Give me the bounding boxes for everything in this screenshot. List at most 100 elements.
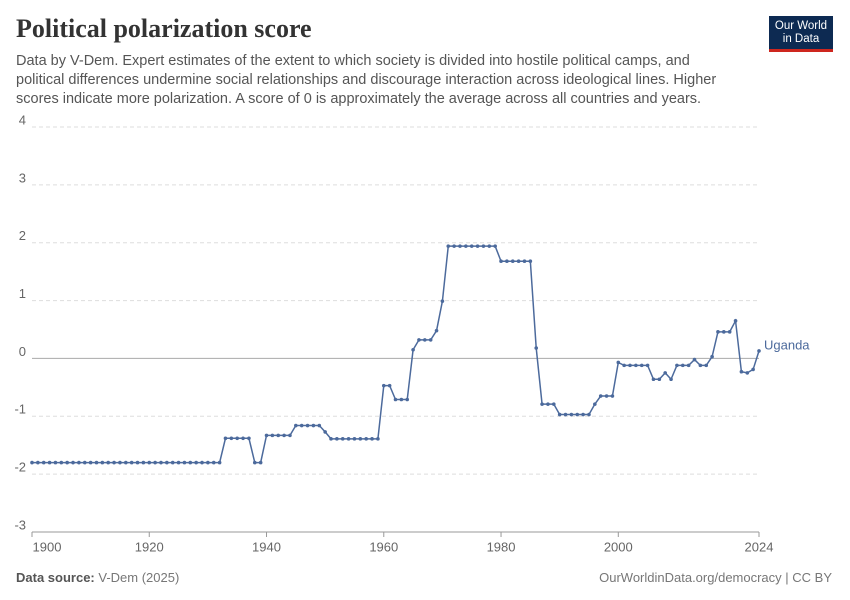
logo-line: in Data bbox=[782, 33, 820, 45]
point bbox=[305, 423, 310, 428]
point bbox=[311, 423, 316, 428]
point bbox=[299, 423, 304, 428]
x-tick-label: 1920 bbox=[135, 539, 164, 554]
point bbox=[223, 436, 228, 441]
point bbox=[540, 402, 544, 406]
point bbox=[716, 330, 720, 334]
source-label: Data source: bbox=[16, 570, 95, 585]
point bbox=[77, 460, 81, 465]
point bbox=[217, 460, 222, 465]
point bbox=[30, 460, 34, 465]
point bbox=[458, 244, 462, 248]
point bbox=[381, 383, 386, 388]
point bbox=[757, 349, 761, 353]
point bbox=[264, 433, 269, 438]
chart-title: Political polarization score bbox=[16, 14, 312, 43]
point bbox=[118, 460, 122, 465]
point bbox=[663, 371, 667, 375]
logo[interactable]: Our World in Data bbox=[769, 16, 833, 52]
point bbox=[587, 412, 591, 417]
point bbox=[710, 354, 714, 359]
point bbox=[581, 412, 585, 417]
point bbox=[358, 437, 363, 441]
y-tick-label: -1 bbox=[14, 402, 26, 417]
point bbox=[651, 377, 656, 382]
logo-line: Our World bbox=[774, 20, 828, 32]
point bbox=[340, 437, 345, 441]
footer-link[interactable]: OurWorldinData.org/democracy | CC BY bbox=[599, 570, 832, 585]
point bbox=[680, 363, 685, 368]
x-tick-label: 2024 bbox=[745, 539, 774, 554]
point bbox=[505, 259, 509, 264]
point bbox=[247, 436, 251, 441]
point bbox=[692, 357, 697, 362]
point bbox=[276, 433, 281, 438]
point bbox=[481, 244, 486, 248]
y-tick-label: 3 bbox=[19, 170, 26, 185]
point bbox=[534, 346, 539, 350]
point bbox=[622, 363, 626, 368]
y-tick-label: -2 bbox=[14, 460, 26, 475]
x-tick-label: 1900 bbox=[33, 539, 62, 554]
point bbox=[323, 430, 327, 434]
point bbox=[510, 259, 515, 264]
point bbox=[469, 244, 474, 248]
point bbox=[475, 244, 480, 248]
point bbox=[434, 328, 439, 333]
point bbox=[141, 460, 146, 465]
point bbox=[159, 460, 163, 465]
point bbox=[294, 423, 298, 428]
point bbox=[628, 363, 632, 368]
point bbox=[428, 338, 433, 342]
point bbox=[593, 402, 597, 406]
point bbox=[176, 460, 181, 465]
point bbox=[387, 383, 392, 388]
point bbox=[82, 460, 87, 465]
point bbox=[563, 412, 568, 417]
point bbox=[393, 397, 398, 402]
point bbox=[751, 367, 755, 372]
y-tick-label: -3 bbox=[14, 517, 26, 532]
point bbox=[364, 437, 368, 441]
point bbox=[686, 363, 691, 368]
point bbox=[252, 460, 257, 465]
point bbox=[329, 437, 333, 441]
point bbox=[704, 363, 709, 368]
point bbox=[733, 319, 738, 323]
point bbox=[604, 394, 609, 398]
point bbox=[405, 397, 410, 402]
point bbox=[522, 259, 527, 264]
point bbox=[41, 460, 46, 465]
point bbox=[165, 460, 169, 465]
point bbox=[464, 244, 468, 248]
point bbox=[258, 460, 263, 465]
point bbox=[499, 259, 503, 264]
source-text: V-Dem (2025) bbox=[98, 570, 180, 585]
point bbox=[100, 460, 105, 465]
point bbox=[194, 460, 198, 465]
point bbox=[675, 363, 679, 368]
point bbox=[182, 460, 187, 465]
point bbox=[206, 460, 210, 465]
point bbox=[546, 402, 550, 406]
y-tick-label: 0 bbox=[19, 344, 26, 359]
point bbox=[235, 436, 240, 441]
x-tick-label: 1980 bbox=[487, 539, 516, 554]
x-tick-label: 1960 bbox=[369, 539, 398, 554]
point bbox=[657, 377, 662, 382]
point bbox=[59, 460, 64, 465]
point bbox=[135, 460, 140, 465]
point bbox=[200, 460, 204, 465]
point bbox=[47, 460, 52, 465]
point bbox=[188, 460, 193, 465]
point bbox=[370, 437, 374, 441]
point bbox=[616, 360, 621, 365]
point bbox=[153, 460, 157, 465]
y-tick-label: 2 bbox=[19, 228, 26, 243]
point bbox=[211, 460, 216, 465]
point bbox=[727, 330, 732, 334]
chart-subtitle: Data by V-Dem. Expert estimates of the e… bbox=[16, 53, 717, 107]
point bbox=[516, 259, 521, 264]
point bbox=[241, 436, 245, 441]
